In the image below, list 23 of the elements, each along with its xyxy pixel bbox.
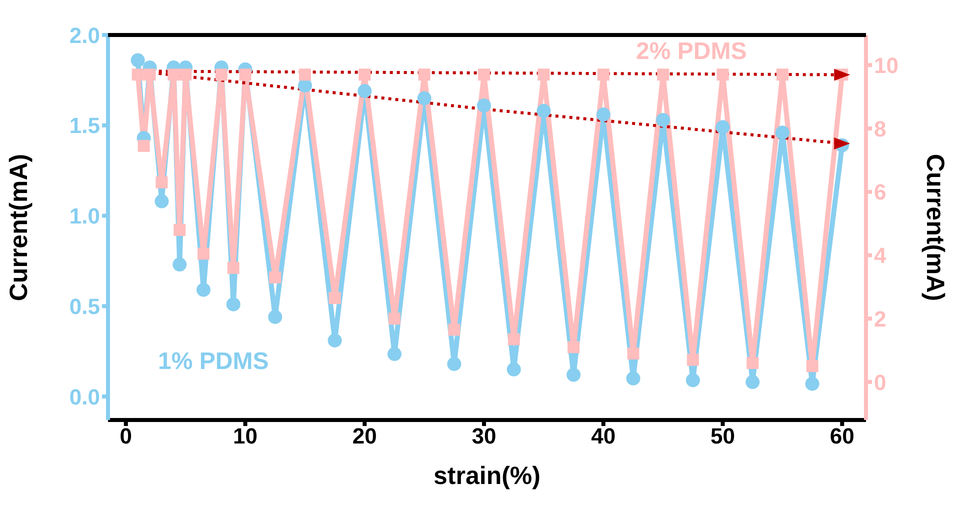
x-tick-label: 60 [830,424,854,449]
y2-tick-label: 0 [874,370,886,395]
x-tick-label: 40 [591,424,616,449]
x-tick-label: 20 [352,424,377,449]
x-tick-label: 30 [472,424,496,449]
y-axis-title: Current(mA) [4,154,33,302]
series-label: 1% PDMS [158,348,269,376]
y2-axis-title: Current(mA) [921,154,950,302]
x-tick-label: 0 [120,424,132,449]
series-label: 2% PDMS [636,38,747,66]
x-tick-label: 10 [233,424,258,449]
y2-tick-label: 8 [874,116,886,142]
y-tick-label: 0.0 [69,384,100,410]
y2-tick-label: 4 [874,243,887,268]
x-tick-label: 50 [710,424,735,449]
y2-tick-label: 6 [874,180,886,205]
y-tick-label: 0.5 [69,294,100,319]
y-tick-label: 1.5 [69,113,100,138]
x-axis-title: strain(%) [434,462,540,490]
y2-tick-label: 10 [874,52,898,78]
y2-tick-label: 2 [874,306,886,332]
y-tick-label: 2.0 [69,22,100,48]
y-tick-label: 1.0 [69,204,100,229]
